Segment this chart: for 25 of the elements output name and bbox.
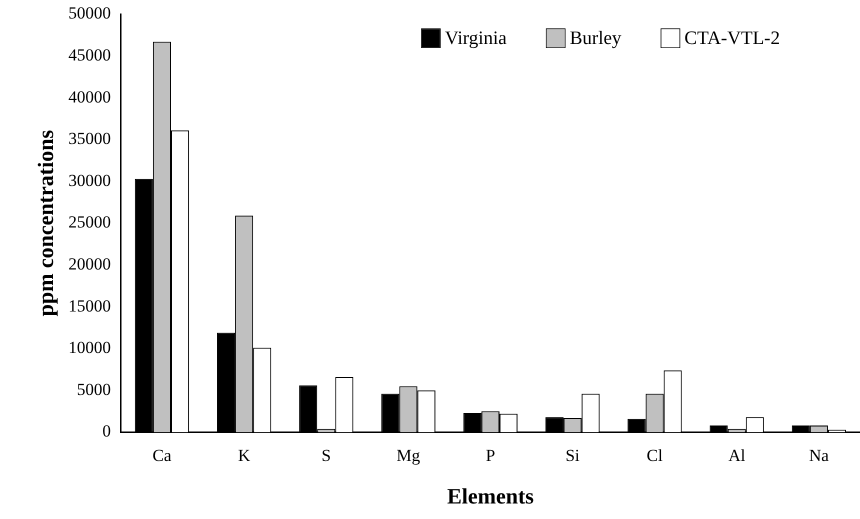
x-tick-label: Cl	[646, 446, 663, 465]
legend-label: Virginia	[444, 28, 508, 50]
x-tick-label: S	[321, 446, 331, 465]
x-tick-label: Si	[565, 446, 580, 465]
y-tick-label: 40000	[68, 87, 111, 106]
x-tick-label: Ca	[152, 446, 172, 465]
legend-label: Burley	[570, 28, 622, 50]
y-tick-label: 5000	[76, 380, 111, 399]
y-axis-title: ppm concentrations	[32, 130, 58, 316]
y-tick-label: 10000	[68, 338, 111, 358]
x-tick-label: P	[486, 446, 496, 465]
y-tick-label: 25000	[68, 212, 111, 232]
y-tick-label: 50000	[68, 4, 111, 23]
y-tick-label: 30000	[68, 170, 111, 190]
x-tick-label: Al	[728, 446, 746, 465]
x-tick-label: Na	[809, 446, 830, 465]
x-tick-label: Mg	[396, 446, 421, 465]
legend-label: CTA-VTL-2	[684, 28, 780, 50]
y-tick-label: 0	[102, 422, 111, 441]
y-tick-label: 15000	[68, 296, 111, 316]
y-tick-label: 45000	[68, 45, 111, 64]
x-axis-title: Elements	[447, 483, 534, 508]
y-tick-label: 35000	[68, 129, 111, 148]
y-tick-label: 20000	[68, 254, 111, 274]
x-tick-label: K	[238, 446, 251, 465]
